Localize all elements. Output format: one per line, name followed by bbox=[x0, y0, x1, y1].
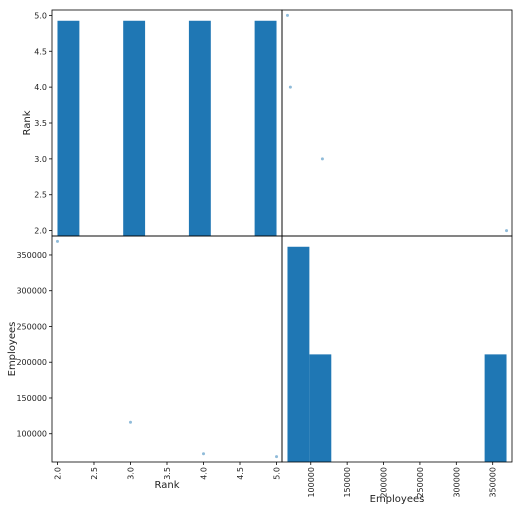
x-tick-label: 3.5 bbox=[163, 467, 172, 480]
y-tick-label: 5.0 bbox=[34, 11, 47, 20]
point bbox=[320, 157, 324, 161]
y-axis-label: Rank bbox=[22, 110, 33, 135]
x-tick-label: 150000 bbox=[343, 467, 352, 498]
y-tick-label: 350000 bbox=[16, 251, 47, 260]
y-tick-label: 4.0 bbox=[34, 83, 47, 92]
x-tick-label: 2.0 bbox=[53, 467, 62, 480]
point bbox=[55, 239, 59, 243]
x-axis-label: Rank bbox=[155, 480, 180, 491]
y-tick-label: 250000 bbox=[16, 322, 47, 331]
point bbox=[128, 420, 132, 424]
hist-bar bbox=[123, 20, 146, 237]
hist-bar bbox=[287, 246, 310, 462]
point bbox=[275, 455, 279, 459]
y-tick-label: 4.5 bbox=[34, 47, 47, 56]
hist-bar bbox=[484, 354, 507, 462]
panel-frame bbox=[51, 235, 283, 463]
y-tick-label: 200000 bbox=[16, 358, 47, 367]
x-axis-label: Employees bbox=[370, 494, 425, 505]
point bbox=[288, 85, 292, 89]
x-tick-label: 100000 bbox=[307, 467, 316, 498]
y-tick-label: 300000 bbox=[16, 287, 47, 296]
y-tick-label: 100000 bbox=[16, 430, 47, 439]
x-tick-label: 5.0 bbox=[273, 467, 282, 480]
x-tick-label: 3.0 bbox=[126, 467, 135, 480]
panel-frame bbox=[281, 9, 513, 237]
point bbox=[505, 229, 509, 233]
x-tick-label: 4.0 bbox=[200, 467, 209, 480]
y-tick-label: 3.5 bbox=[34, 119, 47, 128]
y-axis-label: Employees bbox=[7, 322, 18, 377]
hist-bar bbox=[188, 20, 211, 237]
y-tick-label: 2.0 bbox=[34, 227, 47, 236]
x-tick-label: 200000 bbox=[380, 467, 389, 498]
y-tick-label: 150000 bbox=[16, 394, 47, 403]
hist-bar bbox=[57, 20, 80, 237]
x-tick-label: 350000 bbox=[489, 467, 498, 498]
point bbox=[285, 13, 289, 17]
y-tick-label: 2.5 bbox=[34, 191, 47, 200]
y-tick-label: 3.0 bbox=[34, 155, 47, 164]
x-tick-label: 250000 bbox=[416, 467, 425, 498]
point bbox=[202, 452, 206, 456]
x-tick-label: 2.5 bbox=[90, 467, 99, 480]
hist-bar bbox=[309, 354, 332, 462]
panel-frame bbox=[281, 235, 513, 463]
panel-frame bbox=[51, 9, 283, 237]
hist-bar bbox=[254, 20, 277, 237]
x-tick-label: 300000 bbox=[452, 467, 461, 498]
x-tick-label: 4.5 bbox=[236, 467, 245, 480]
